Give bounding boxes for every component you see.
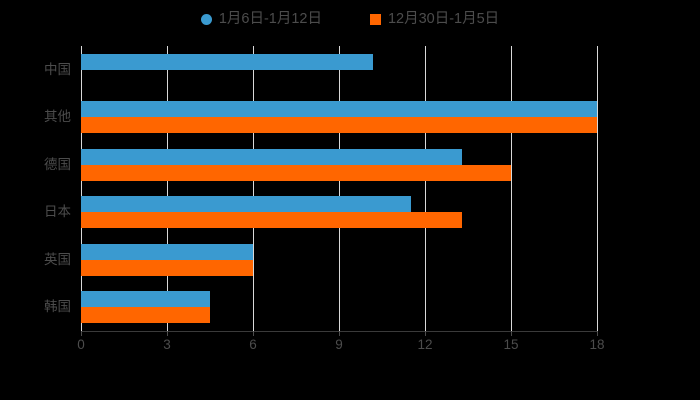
x-axis-tick-label: 12 xyxy=(417,337,433,352)
y-axis-category-label: 韩国 xyxy=(44,299,71,315)
bar-1[interactable] xyxy=(81,307,210,324)
y-axis-labels: 中国其他德国日本英国韩国 xyxy=(0,46,71,331)
bar-1[interactable] xyxy=(81,117,597,134)
bar-group xyxy=(81,101,597,134)
bar-1[interactable] xyxy=(81,259,253,276)
x-tick-mark xyxy=(511,331,512,336)
x-tick-mark xyxy=(167,331,168,336)
y-axis-category-label: 德国 xyxy=(44,156,71,172)
legend-marker-circle-icon xyxy=(200,13,212,25)
gridline xyxy=(253,46,254,331)
plot-area xyxy=(81,46,598,331)
legend-label: 12月30日-1月5日 xyxy=(387,10,500,27)
bar-group xyxy=(81,196,597,229)
x-axis-tick-label: 9 xyxy=(335,337,343,352)
gridline xyxy=(425,46,426,331)
bar-0[interactable] xyxy=(81,291,210,308)
bar-group xyxy=(81,148,597,181)
gridline xyxy=(339,46,340,331)
x-tick-mark xyxy=(597,331,598,336)
bar-0[interactable] xyxy=(81,243,253,260)
y-axis-category-label: 英国 xyxy=(44,251,71,267)
legend-entry-0[interactable]: 1月6日-1月12日 xyxy=(200,10,322,27)
y-axis-category-label: 日本 xyxy=(44,204,71,220)
legend-entry-1[interactable]: 12月30日-1月5日 xyxy=(369,10,500,27)
y-axis-category-label: 其他 xyxy=(44,109,71,125)
bar-0[interactable] xyxy=(81,101,597,118)
bar-group xyxy=(81,243,597,276)
bar-0[interactable] xyxy=(81,196,411,213)
legend-marker-square-icon xyxy=(369,13,381,25)
x-axis-tick-label: 15 xyxy=(503,337,519,352)
x-tick-mark xyxy=(253,331,254,336)
bar-0[interactable] xyxy=(81,148,463,165)
bar-1[interactable] xyxy=(81,164,511,181)
legend-label: 1月6日-1月12日 xyxy=(218,10,322,27)
gridline xyxy=(511,46,512,331)
x-tick-mark xyxy=(339,331,340,336)
gridline xyxy=(81,46,82,331)
y-axis-category-label: 中国 xyxy=(44,61,71,77)
x-tick-mark xyxy=(81,331,82,336)
bar-1[interactable] xyxy=(81,212,463,229)
bar-group xyxy=(81,291,597,324)
gridline xyxy=(167,46,168,331)
chart-legend: 1月6日-1月12日 12月30日-1月5日 xyxy=(0,6,700,32)
x-axis-tick-label: 6 xyxy=(249,337,257,352)
x-axis-tick-label: 3 xyxy=(163,337,171,352)
bar-0[interactable] xyxy=(81,53,374,70)
x-axis-tick-label: 0 xyxy=(77,337,85,352)
bar-group xyxy=(81,53,597,86)
x-axis-tick-label: 18 xyxy=(589,337,605,352)
x-tick-mark xyxy=(425,331,426,336)
gridline xyxy=(597,46,598,331)
